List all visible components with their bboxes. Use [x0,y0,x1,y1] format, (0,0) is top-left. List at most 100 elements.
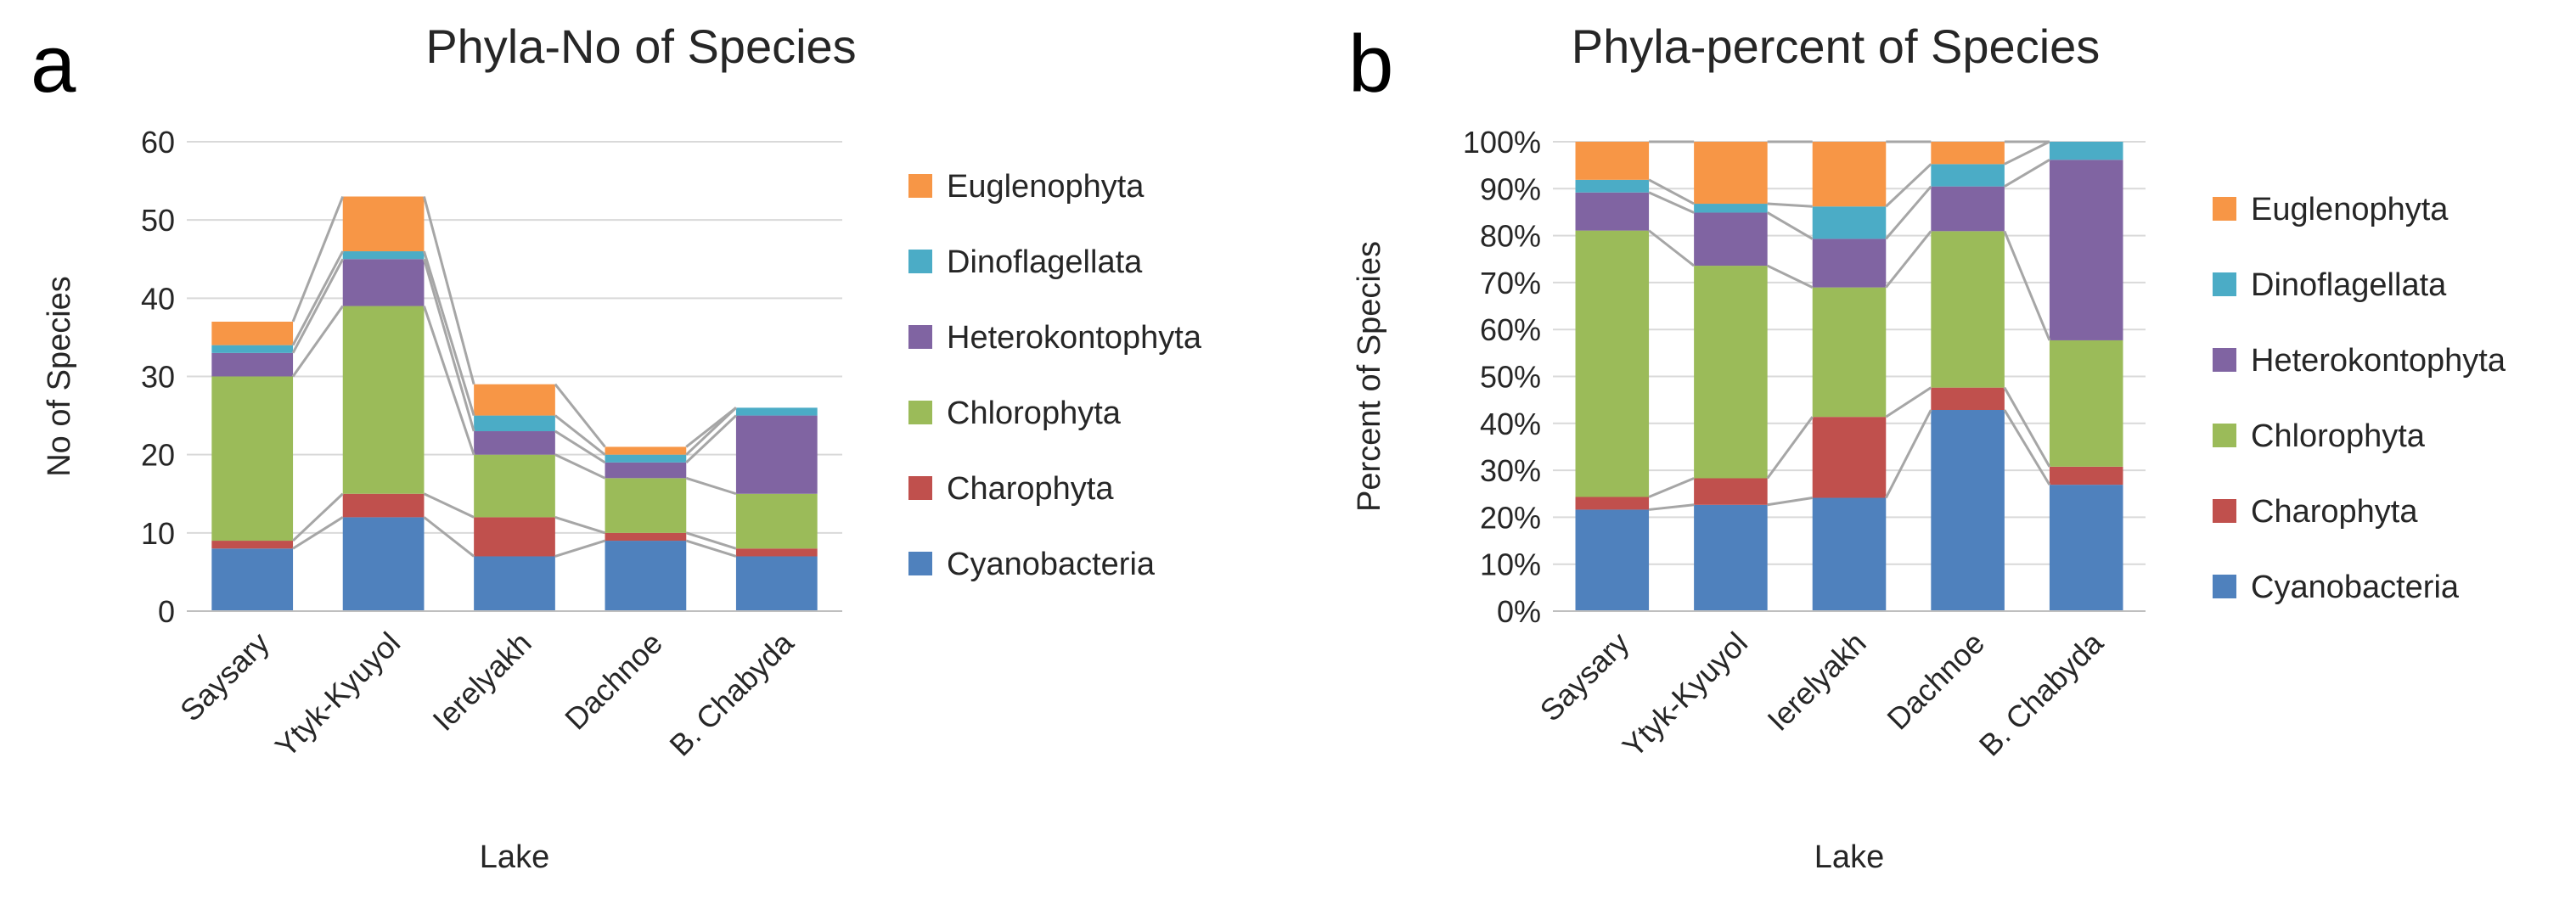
bar-segment [735,548,818,557]
series-line [2004,158,2050,188]
bar-segment [1575,509,1650,611]
y-tick-label: 50% [1480,360,1541,395]
legend-swatch [2213,499,2236,523]
bar-segment [1694,266,1768,479]
legend-label: Dinoflagellata [2251,267,2447,303]
y-tick-label: 70% [1480,266,1541,300]
series-line [2003,409,2051,485]
bar-segment [1694,504,1768,611]
legend-swatch [2213,424,2236,447]
bar-segment [342,259,425,306]
x-tick-label: Saysary [1533,626,1636,728]
y-tick-label: 100% [1463,125,1541,160]
legend-swatch [2213,348,2236,372]
panel-letter: a [31,19,76,109]
bar-segment [211,376,294,542]
bar-segment [474,384,555,416]
bar-segment [2049,340,2123,467]
series-line [2003,230,2051,341]
y-tick-label: 20 [141,438,175,473]
x-tick-label: B. Chabyda [1972,625,2111,763]
y-tick-label: 80% [1480,219,1541,254]
series-line [423,516,475,558]
bar-segment [1694,142,1768,205]
bar-segment [1931,387,2005,410]
bar-segment [211,345,294,353]
legend-swatch [908,476,932,500]
series-line [1648,477,1695,498]
bar-segment [735,415,818,494]
y-tick-label: 50 [141,203,175,238]
bar-segment [474,517,555,557]
bar-segment [1812,142,1887,207]
bar-segment [605,446,687,455]
y-tick-label: 90% [1480,171,1541,206]
bar-segment [1931,164,2005,187]
series-line [1885,185,1932,240]
chart-panel-b: b Phyla-percent of Species 0% 10% 20% 30% 40%… [1288,0,2576,898]
bar-segment [1931,186,2005,232]
chart-panel-a: a Phyla-No of Species 0 10 20 30 40 50 60 Saysar… [0,0,1274,898]
series-line [554,414,606,456]
bar-segment [342,251,425,260]
bar-segment [342,306,425,494]
bar-segment [211,541,294,549]
y-tick-label: 10% [1480,547,1541,582]
legend-label: Cyanobacteria [947,547,1156,582]
bar-segment [1694,212,1768,267]
series-line [1885,163,1932,208]
legend-label: Charophyta [2251,494,2418,530]
bar-segment [735,556,818,611]
x-axis-label: Lake [1814,839,1884,875]
x-tick-label: Dachnoe [558,626,669,737]
panel-letter: b [1348,19,1394,109]
bar-segment [211,321,294,345]
bar-segment [735,407,818,416]
bar-segment [605,478,687,533]
series-line [291,258,345,354]
series-line [292,516,344,550]
series-line [423,250,475,417]
y-axis-label: Percent of Species [1352,241,1387,512]
x-tick-label: Ierelyakh [1760,626,1872,738]
series-line [1885,386,1932,418]
series-line [1884,409,1932,499]
series-line [291,305,344,378]
bar-segment [211,352,294,377]
bar-segment [1931,142,2005,165]
series-line [423,196,475,385]
bar-segment [1575,497,1650,510]
bar-segment [2049,485,2123,611]
legend-label: Heterokontophyta [2251,343,2506,379]
legend-label: Chlorophyta [2251,418,2426,454]
bar-segment [1575,179,1650,193]
bar-segment [1575,192,1650,231]
series-line [423,306,475,456]
x-tick-label: Ytyk-Kyuyol [268,626,407,764]
bar-segment [605,541,687,611]
bar-segment [342,517,425,611]
y-tick-label: 40 [141,281,175,316]
y-tick-label: 10 [141,516,175,551]
series-line [1767,497,1813,507]
bar-segment [342,493,425,518]
legend-swatch [2213,197,2236,221]
series-line [423,258,475,432]
series-line [291,250,345,346]
legend-swatch [2213,272,2236,296]
bar-segment [1812,497,1887,611]
bar-segment [605,462,687,479]
series-line [685,531,737,550]
series-line [554,429,606,464]
legend-label: Cyanobacteria [2251,570,2460,605]
series-line [292,492,344,542]
series-line [1885,230,1932,289]
bar-segment [1575,142,1650,180]
bar-segment [2049,142,2123,160]
bar-segment [1575,230,1650,497]
legend-label: Euglenophyta [947,169,1145,205]
bar-segment [342,196,425,252]
bar-segment [2049,160,2123,340]
legend-swatch [908,552,932,575]
chart-title: Phyla-No of Species [425,20,856,73]
